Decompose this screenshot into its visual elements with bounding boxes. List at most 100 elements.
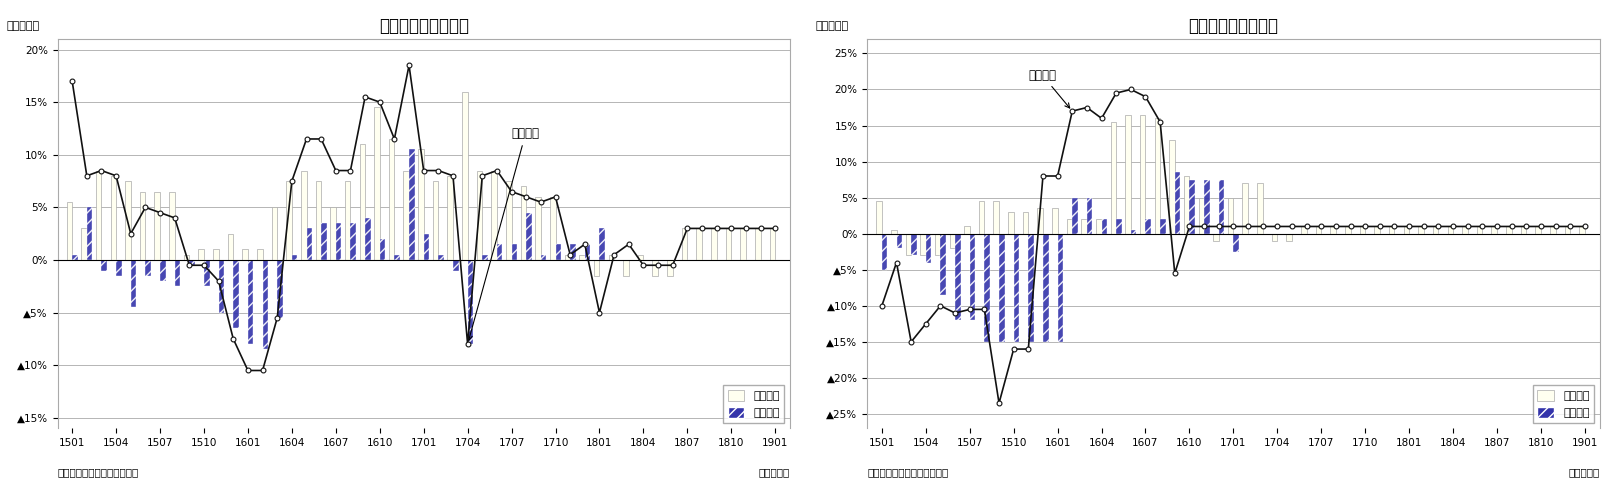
Text: （前年比）: （前年比）	[6, 21, 39, 31]
Bar	[599, 228, 605, 260]
Bar	[1315, 226, 1322, 234]
Bar	[950, 234, 955, 248]
Bar	[550, 197, 555, 260]
Bar	[1184, 176, 1189, 234]
Text: （年・月）: （年・月）	[1568, 467, 1600, 477]
Bar	[417, 149, 424, 260]
Bar	[741, 228, 746, 260]
Bar	[1359, 226, 1366, 234]
Bar	[438, 255, 443, 260]
Bar	[1204, 179, 1210, 234]
Bar	[170, 192, 175, 260]
Bar	[969, 234, 976, 320]
Bar	[1535, 226, 1540, 234]
Bar	[1388, 226, 1395, 234]
Bar	[892, 230, 896, 234]
Bar	[1058, 234, 1063, 342]
Bar	[301, 171, 306, 260]
Bar	[214, 249, 218, 260]
Bar	[1037, 209, 1044, 234]
Bar	[1131, 230, 1136, 234]
Bar	[1521, 226, 1526, 234]
Bar	[366, 218, 371, 260]
Bar	[1477, 226, 1482, 234]
Legend: 数量要因, 価格要因: 数量要因, 価格要因	[723, 386, 785, 423]
Bar	[1550, 226, 1555, 234]
Bar	[1102, 219, 1107, 234]
Bar	[189, 260, 194, 265]
Bar	[1052, 209, 1058, 234]
Bar	[1374, 226, 1380, 234]
Bar	[1214, 234, 1218, 241]
Bar	[979, 201, 984, 234]
Bar	[320, 223, 327, 260]
Bar	[1228, 198, 1233, 234]
Bar	[448, 176, 453, 260]
Bar	[257, 249, 262, 260]
Text: 輸出金額: 輸出金額	[468, 127, 539, 340]
Bar	[521, 186, 526, 260]
Bar	[570, 244, 576, 260]
Bar	[1345, 226, 1351, 234]
Bar	[667, 260, 673, 276]
Bar	[536, 197, 540, 260]
Bar	[1146, 219, 1150, 234]
Bar	[73, 255, 78, 260]
Bar	[1330, 226, 1336, 234]
Bar	[964, 226, 969, 234]
Bar	[424, 234, 429, 260]
Legend: 数量要因, 価格要因: 数量要因, 価格要因	[1532, 386, 1594, 423]
Bar	[1044, 234, 1048, 342]
Bar	[1066, 219, 1073, 234]
Bar	[131, 260, 136, 307]
Bar	[565, 255, 570, 260]
Bar	[652, 260, 659, 276]
Bar	[1170, 140, 1175, 234]
Bar	[608, 255, 615, 260]
Bar	[291, 255, 298, 260]
Bar	[359, 144, 366, 260]
Bar	[998, 234, 1005, 342]
Bar	[955, 234, 961, 320]
Bar	[380, 239, 385, 260]
Bar	[1448, 226, 1453, 234]
Bar	[468, 260, 472, 344]
Bar	[594, 260, 599, 276]
Bar	[1233, 234, 1239, 252]
Bar	[233, 260, 239, 328]
Bar	[125, 181, 131, 260]
Bar	[351, 223, 356, 260]
Bar	[492, 171, 497, 260]
Bar	[681, 228, 688, 260]
Bar	[1189, 179, 1196, 234]
Bar	[511, 244, 518, 260]
Bar	[1110, 122, 1116, 234]
Bar	[337, 223, 341, 260]
Bar	[204, 260, 210, 286]
Bar	[388, 139, 395, 260]
Bar	[87, 208, 92, 260]
Bar	[935, 234, 940, 255]
Bar	[154, 192, 160, 260]
Bar	[984, 234, 990, 342]
Bar	[1029, 234, 1034, 342]
Bar	[1023, 212, 1029, 234]
Bar	[623, 260, 629, 276]
Bar	[409, 149, 414, 260]
Bar	[1286, 234, 1291, 241]
Bar	[1175, 173, 1181, 234]
Bar	[756, 228, 760, 260]
Text: （資料）財務省「貿易統計」: （資料）財務省「貿易統計」	[867, 467, 948, 477]
Bar	[1155, 118, 1160, 234]
Bar	[1125, 115, 1131, 234]
Bar	[272, 208, 277, 260]
Bar	[1492, 226, 1497, 234]
Bar	[1579, 226, 1586, 234]
Bar	[940, 234, 947, 295]
Bar	[696, 228, 702, 260]
Bar	[199, 249, 204, 260]
Bar	[925, 234, 932, 263]
Bar	[66, 202, 73, 260]
Bar	[637, 255, 644, 260]
Bar	[921, 234, 925, 255]
